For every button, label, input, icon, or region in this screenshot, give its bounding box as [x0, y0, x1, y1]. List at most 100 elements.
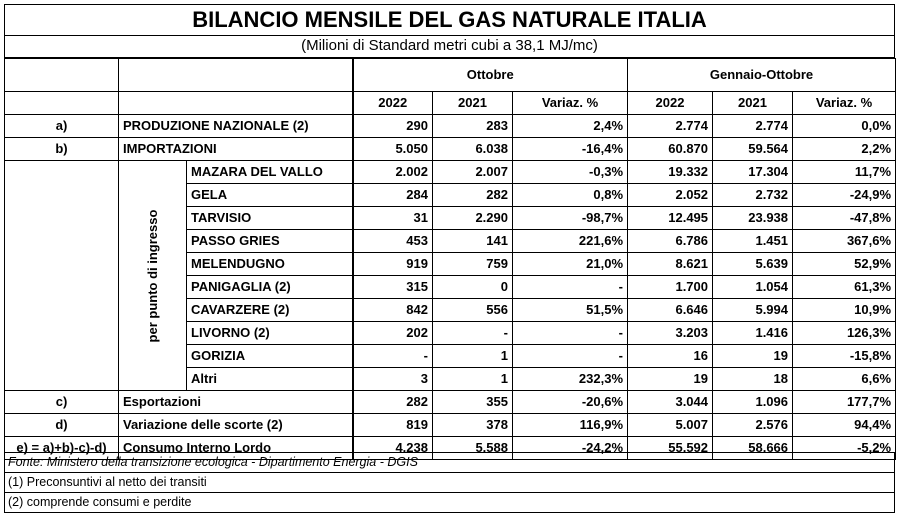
entry-name: CAVARZERE (2) — [186, 298, 353, 322]
cell-value: 221,6% — [511, 229, 629, 253]
entry-name: TARVISIO — [186, 206, 353, 230]
cell-value: 6.646 — [627, 298, 714, 322]
table-row: TARVISIO 31 2.290 -98,7% 12.495 23.938 -… — [5, 206, 897, 230]
cell-value: 18 — [712, 367, 794, 391]
footnote-1: (1) Preconsuntivi al netto dei transiti — [5, 473, 894, 493]
cell-value: 5.007 — [627, 413, 714, 437]
vertical-label-text: per punto di ingresso — [144, 209, 160, 342]
row-name: Variazione delle scorte (2) — [118, 413, 353, 437]
cell-value: -16,4% — [511, 137, 629, 161]
cell-value: 10,9% — [792, 298, 897, 322]
variation-header: Variaz. % — [511, 91, 629, 115]
cell-value: 842 — [351, 298, 433, 322]
cell-value: - — [511, 275, 629, 299]
cell-value: 378 — [432, 413, 513, 437]
header-empty-2 — [118, 58, 353, 92]
row-label: a) — [4, 114, 119, 138]
cell-value: 58.666 — [712, 436, 794, 460]
cell-value: 19.332 — [627, 160, 714, 184]
row-name: Consumo Interno Lordo — [118, 436, 353, 460]
cell-value: 819 — [351, 413, 433, 437]
footnote-2: (2) comprende consumi e perdite — [8, 495, 192, 509]
cell-value: 1.416 — [712, 321, 794, 345]
year-header: 2021 — [712, 91, 794, 115]
cell-value: 31 — [351, 206, 433, 230]
cell-value: 19 — [712, 344, 794, 368]
cell-value: 0,8% — [511, 183, 629, 207]
cell-value: 5.588 — [432, 436, 513, 460]
cell-value: 61,3% — [792, 275, 897, 299]
cell-value: 5.639 — [712, 252, 794, 276]
row-label: c) — [4, 390, 119, 414]
gas-balance-table: Ottobre Gennaio-Ottobre 2022 2021 Variaz… — [4, 58, 897, 460]
cell-value: 367,6% — [792, 229, 897, 253]
table-row: Altri 3 1 232,3% 19 18 6,6% — [5, 367, 897, 391]
cell-value: 23.938 — [712, 206, 794, 230]
table-row: d) Variazione delle scorte (2) 819 378 1… — [4, 413, 897, 437]
table-row: c) Esportazioni 282 355 -20,6% 3.044 1.0… — [4, 390, 897, 414]
cell-value: 2.576 — [712, 413, 794, 437]
cell-value: - — [511, 321, 629, 345]
cell-value: 282 — [351, 390, 433, 414]
cell-value: 12.495 — [627, 206, 714, 230]
variation-header: Variaz. % — [792, 91, 897, 115]
cell-value: 116,9% — [511, 413, 629, 437]
table-row: b) IMPORTAZIONI 5.050 6.038 -16,4% 60.87… — [4, 137, 897, 161]
row-name: PRODUZIONE NAZIONALE (2) — [118, 114, 353, 138]
table-row: e) = a)+b)-c)-d) Consumo Interno Lordo 4… — [4, 436, 897, 460]
entry-label-spacer — [4, 160, 119, 391]
cell-value: 94,4% — [792, 413, 897, 437]
entry-name: Altri — [186, 367, 353, 391]
entry-name: LIVORNO (2) — [186, 321, 353, 345]
cell-value: 290 — [351, 114, 433, 138]
cell-value: 1.451 — [712, 229, 794, 253]
table-row: LIVORNO (2) 202 - - 3.203 1.416 126,3% — [5, 321, 897, 345]
cell-value: 283 — [432, 114, 513, 138]
cell-value: 60.870 — [627, 137, 714, 161]
entry-name: PANIGAGLIA (2) — [186, 275, 353, 299]
cell-value: 2.774 — [627, 114, 714, 138]
cell-value: 282 — [432, 183, 513, 207]
row-label: d) — [4, 413, 119, 437]
entry-name: MAZARA DEL VALLO — [186, 160, 353, 184]
table-title: BILANCIO MENSILE DEL GAS NATURALE ITALIA — [4, 4, 895, 36]
cell-value: 202 — [351, 321, 433, 345]
cell-value: 2.774 — [712, 114, 794, 138]
cell-value: 3.203 — [627, 321, 714, 345]
entry-name: PASSO GRIES — [186, 229, 353, 253]
cell-value: 2.007 — [432, 160, 513, 184]
entry-name: MELENDUGNO — [186, 252, 353, 276]
cell-value: 453 — [351, 229, 433, 253]
year-header: 2021 — [432, 91, 513, 115]
cell-value: 19 — [627, 367, 714, 391]
cell-value: -47,8% — [792, 206, 897, 230]
cell-value: 5.994 — [712, 298, 794, 322]
notes-block: Fonte: Ministero della transizione ecolo… — [4, 452, 895, 513]
entry-name: GORIZIA — [186, 344, 353, 368]
cell-value: 126,3% — [792, 321, 897, 345]
period-ottobre-header: Ottobre — [351, 58, 629, 92]
cell-value: 0,0% — [792, 114, 897, 138]
cell-value: 6,6% — [792, 367, 897, 391]
cell-value: 5.050 — [351, 137, 433, 161]
header-empty-1 — [4, 58, 119, 92]
cell-value: 0 — [432, 275, 513, 299]
cell-value: - — [511, 344, 629, 368]
cell-value: 51,5% — [511, 298, 629, 322]
table-row: per punto di ingresso MAZARA DEL VALLO 2… — [4, 160, 897, 391]
cell-value: 919 — [351, 252, 433, 276]
cell-value: 1 — [432, 344, 513, 368]
cell-value: 11,7% — [792, 160, 897, 184]
year-header: 2022 — [351, 91, 433, 115]
cell-value: 177,7% — [792, 390, 897, 414]
cell-value: 2.732 — [712, 183, 794, 207]
table-row: CAVARZERE (2) 842 556 51,5% 6.646 5.994 … — [5, 298, 897, 322]
cell-value: 8.621 — [627, 252, 714, 276]
cell-value: 16 — [627, 344, 714, 368]
cell-value: 3 — [351, 367, 433, 391]
cell-value: 355 — [432, 390, 513, 414]
cell-value: 21,0% — [511, 252, 629, 276]
row-name: Esportazioni — [118, 390, 353, 414]
cell-value: 315 — [351, 275, 433, 299]
cell-value: 3.044 — [627, 390, 714, 414]
